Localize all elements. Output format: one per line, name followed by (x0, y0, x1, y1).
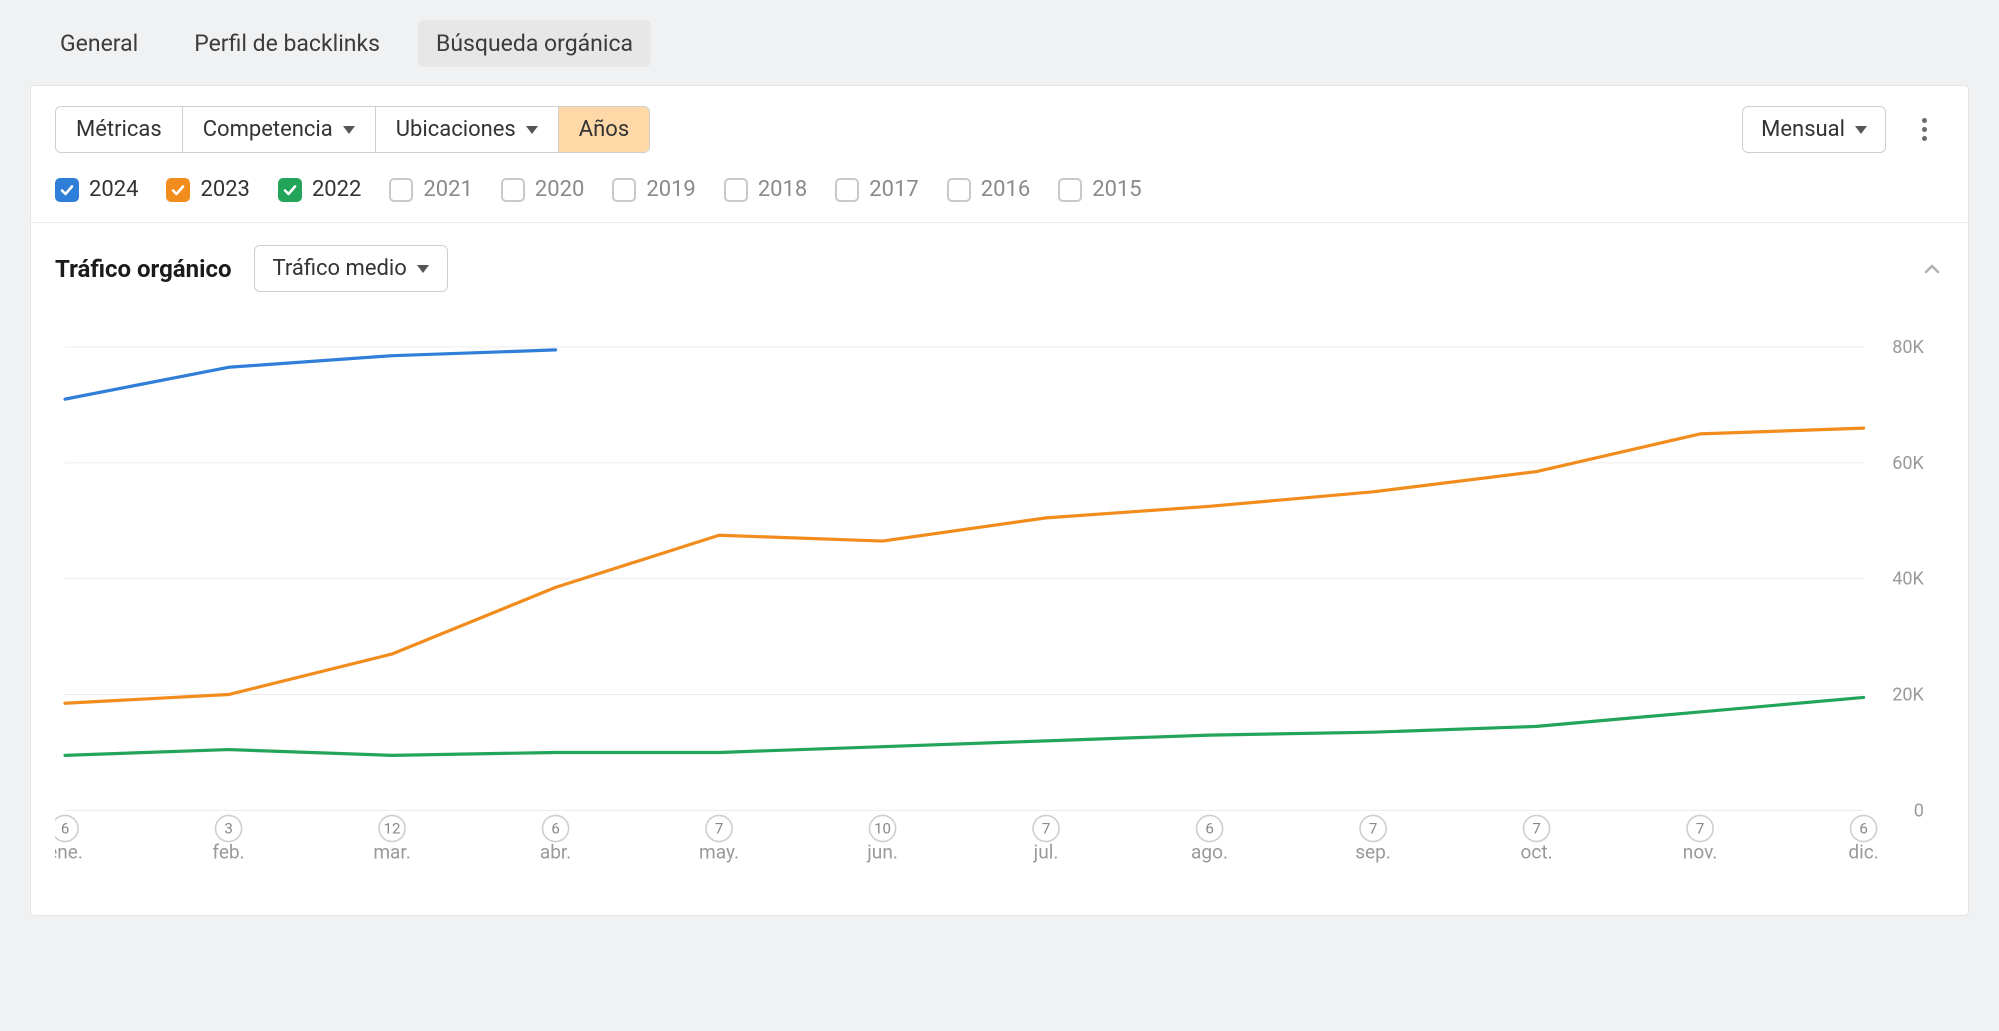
x-axis-month-label: oct. (1521, 841, 1553, 864)
year-checkbox-2015[interactable]: 2015 (1058, 177, 1141, 202)
x-axis-badge-value: 7 (1369, 819, 1377, 837)
checkbox-icon (501, 178, 525, 202)
year-checkbox-2024[interactable]: 2024 (55, 177, 138, 202)
x-axis-month-label: abr. (540, 841, 571, 864)
svg-text:40K: 40K (1892, 569, 1924, 590)
x-axis-month-label: ago. (1191, 841, 1228, 864)
year-label: 2021 (423, 177, 472, 202)
checkbox-icon (55, 178, 79, 202)
x-axis-month-label: ene. (55, 841, 83, 864)
year-label: 2016 (981, 177, 1030, 202)
series-line-2024 (65, 350, 556, 399)
traffic-metric-label: Tráfico medio (273, 256, 407, 281)
year-label: 2020 (535, 177, 584, 202)
checkbox-icon (724, 178, 748, 202)
x-axis-month-label: jun. (866, 841, 898, 864)
x-axis-month-label: feb. (212, 841, 244, 864)
checkbox-icon (278, 178, 302, 202)
checkbox-icon (612, 178, 636, 202)
competition-dropdown[interactable]: Competencia (183, 107, 376, 152)
chevron-down-icon (343, 126, 355, 134)
years-label: Años (579, 117, 629, 142)
x-axis-month-label: jul. (1033, 841, 1059, 864)
year-filter-row: 2024 2023 2022 2021 2020 2019 2018 2017 2016 2015 (31, 163, 1968, 223)
more-options-button[interactable] (1904, 110, 1944, 150)
chart-container: 0 20K 40K 60K 80K 6 ene. 3 feb. 12 mar. 6 abr. 7 may. 1… (31, 300, 1968, 915)
chevron-up-icon (1920, 257, 1944, 281)
x-axis-badge-value: 12 (384, 819, 401, 837)
chart-header: Tráfico orgánico Tráfico medio (31, 223, 1968, 300)
locations-label: Ubicaciones (396, 117, 516, 142)
year-checkbox-2023[interactable]: 2023 (166, 177, 249, 202)
granularity-label: Mensual (1761, 117, 1845, 142)
x-axis-badge-value: 7 (715, 819, 723, 837)
tab-organic[interactable]: Búsqueda orgánica (418, 20, 651, 67)
chevron-down-icon (1855, 126, 1867, 134)
top-tabs: General Perfil de backlinks Búsqueda orgán… (30, 0, 1969, 85)
locations-dropdown[interactable]: Ubicaciones (376, 107, 559, 152)
checkbox-icon (835, 178, 859, 202)
x-axis-month-label: nov. (1683, 841, 1718, 864)
series-line-2022 (65, 697, 1864, 755)
chevron-down-icon (417, 265, 429, 273)
x-axis-badge-value: 10 (874, 819, 891, 837)
year-checkbox-2018[interactable]: 2018 (724, 177, 807, 202)
metrics-button-group: Métricas Competencia Ubicaciones Años (55, 106, 650, 153)
chevron-down-icon (526, 126, 538, 134)
x-axis-badge-value: 7 (1532, 819, 1540, 837)
x-axis-badge-value: 6 (1859, 819, 1867, 837)
year-checkbox-2016[interactable]: 2016 (947, 177, 1030, 202)
x-axis-month-label: sep. (1355, 841, 1391, 864)
year-checkbox-2019[interactable]: 2019 (612, 177, 695, 202)
year-label: 2022 (312, 177, 361, 202)
x-axis-badge-value: 6 (551, 819, 559, 837)
x-axis-badge-value: 7 (1696, 819, 1704, 837)
checkbox-icon (947, 178, 971, 202)
x-axis-month-label: dic. (1848, 841, 1878, 864)
organic-search-panel: Métricas Competencia Ubicaciones Años Me… (30, 85, 1969, 916)
svg-text:20K: 20K (1892, 685, 1924, 706)
competition-label: Competencia (203, 117, 333, 142)
checkbox-icon (389, 178, 413, 202)
x-axis-badge-value: 6 (1205, 819, 1213, 837)
years-button[interactable]: Años (559, 107, 649, 152)
year-label: 2023 (200, 177, 249, 202)
x-axis-badge-value: 6 (61, 819, 69, 837)
tab-backlinks[interactable]: Perfil de backlinks (176, 20, 398, 67)
panel-toolbar: Métricas Competencia Ubicaciones Años Me… (31, 86, 1968, 163)
x-axis-month-label: mar. (373, 841, 410, 864)
granularity-dropdown[interactable]: Mensual (1742, 106, 1886, 153)
year-checkbox-2020[interactable]: 2020 (501, 177, 584, 202)
year-checkbox-2021[interactable]: 2021 (389, 177, 472, 202)
year-label: 2019 (646, 177, 695, 202)
year-label: 2018 (758, 177, 807, 202)
series-line-2023 (65, 428, 1864, 703)
metrics-label: Métricas (76, 117, 162, 142)
year-checkbox-2017[interactable]: 2017 (835, 177, 918, 202)
checkbox-icon (166, 178, 190, 202)
tab-general[interactable]: General (42, 20, 156, 67)
svg-text:80K: 80K (1892, 337, 1924, 358)
svg-text:0: 0 (1914, 800, 1924, 821)
year-label: 2024 (89, 177, 138, 202)
x-axis-month-label: may. (699, 841, 739, 864)
chart-title: Tráfico orgánico (55, 255, 232, 283)
traffic-metric-dropdown[interactable]: Tráfico medio (254, 245, 448, 292)
organic-traffic-line-chart: 0 20K 40K 60K 80K 6 ene. 3 feb. 12 mar. 6 abr. 7 may. 1… (55, 308, 1944, 891)
svg-text:60K: 60K (1892, 453, 1924, 474)
x-axis-badge-value: 3 (224, 819, 232, 837)
x-axis-badge-value: 7 (1042, 819, 1050, 837)
year-label: 2015 (1092, 177, 1141, 202)
year-label: 2017 (869, 177, 918, 202)
year-checkbox-2022[interactable]: 2022 (278, 177, 361, 202)
checkbox-icon (1058, 178, 1082, 202)
collapse-chart-button[interactable] (1920, 257, 1944, 281)
metrics-button[interactable]: Métricas (56, 107, 183, 152)
